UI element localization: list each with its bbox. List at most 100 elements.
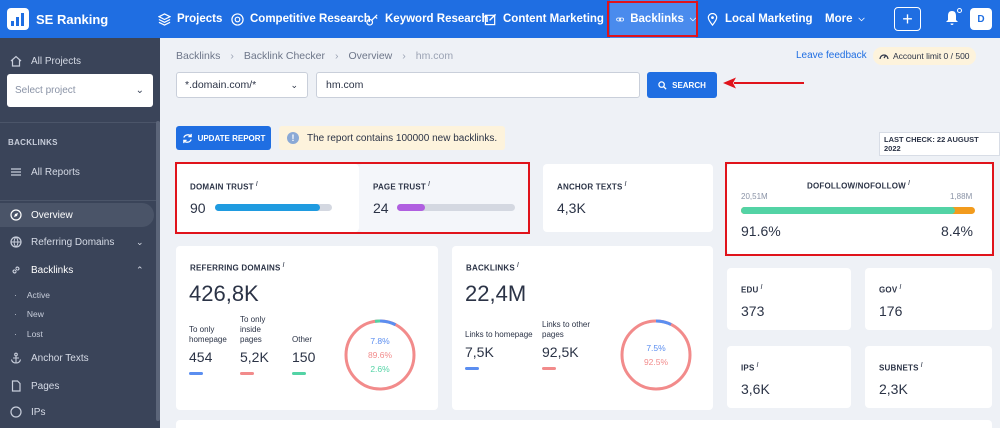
info-icon: i [427,181,431,188]
dofollow-card: DOFOLLOW/NOFOLLOW i 20,51M 1,88M 91.6% 8.… [727,164,992,254]
sidebar-item-anchor-texts[interactable]: Anchor Texts [0,351,160,365]
project-select[interactable]: Select project ⌄ [7,74,153,107]
page-trust-bar [397,204,515,211]
breadcrumb-backlinks[interactable]: Backlinks [176,50,221,62]
ips-value: 3,6K [741,381,770,397]
nav-content-marketing[interactable]: Content Marketing ⌵ [484,0,616,38]
sidebar-item-all-projects[interactable]: All Projects [0,54,160,68]
sidebar: All Projects Select project ⌄ BACKLINKS … [0,38,160,428]
target-icon [231,12,244,26]
donut-label-green: 2.6% [370,364,390,374]
legend-dash-red [542,367,556,370]
nofollow-percent: 8.4% [941,223,973,239]
breadcrumb: Backlinks › Backlink Checker › Overview … [176,50,453,62]
breadcrumb-backlink-checker[interactable]: Backlink Checker [243,50,325,62]
annotation-arrow [723,77,804,89]
anchor-icon [10,352,22,364]
chevron-down-icon: ⌄ [136,236,144,247]
breadcrumb-separator: › [402,50,406,62]
add-button[interactable]: + [894,7,921,31]
chevron-down-icon: ⌄ [135,85,144,96]
domain-mode-select[interactable]: *.domain.com/* ⌄ [176,72,308,98]
link-icon [616,17,625,21]
legend-dash-green [292,372,306,375]
nav-projects[interactable]: Projects [158,0,222,38]
sidebar-item-pages[interactable]: Pages [0,379,160,393]
chevron-down-icon: ⌵ [689,14,696,23]
search-button[interactable]: SEARCH [647,72,717,98]
sidebar-scrollbar[interactable] [156,121,160,421]
page-trust-bar-fill [397,204,426,211]
account-limit-badge: Account limit 0 / 500 [873,47,976,65]
brand-name: SE Ranking [36,11,109,27]
backlinks-donut: 7.5% 92.5% [620,319,692,391]
globe-icon [10,236,22,248]
sidebar-item-overview[interactable]: Overview [0,203,154,227]
legend-dash-blue [465,367,479,370]
donut-label-red: 89.6% [368,350,393,360]
breadcrumb-current: hm.com [415,50,454,62]
breadcrumb-separator: › [334,50,339,62]
edit-icon [484,13,497,25]
sidebar-item-ips[interactable]: IPs [0,405,160,419]
breadcrumb-overview[interactable]: Overview [348,50,393,62]
sidebar-item-referring-domains[interactable]: Referring Domains ⌄ [0,235,160,249]
domain-trust-bar-fill [215,204,321,211]
dofollow-bar [741,207,975,214]
domain-trust-card: DOMAIN TRUST i 90 [176,164,359,232]
sidebar-subitem-active[interactable]: · Active [14,290,50,300]
backlinks-highlight-frame [607,1,698,37]
other-links-value: 92,5K [542,344,579,360]
sidebar-subitem-lost[interactable]: · Lost [14,329,43,339]
info-icon: i [756,362,759,369]
backlinks-value: 22,4M [465,281,527,306]
lightbulb-icon: ! [287,132,299,144]
user-avatar[interactable]: D [970,8,992,30]
referring-domains-value: 426,8K [189,281,259,306]
brand-logo[interactable]: SE Ranking [7,8,108,30]
key-icon [366,13,378,26]
compass-icon [10,209,22,221]
plus-icon: + [902,8,913,29]
last-check-badge: LAST CHECK: 22 AUGUST 2022 [879,132,1000,156]
donut-label-blue: 7.5% [646,343,666,353]
legend-dash-red [240,372,254,375]
logo-icon [7,8,29,30]
bell-icon[interactable] [945,10,959,26]
nav-backlinks[interactable]: Backlinks ⌵ [610,0,696,38]
nav-keyword-research[interactable]: Keyword Research [366,0,489,38]
nav-more[interactable]: More ⌵ [825,13,865,25]
leave-feedback-link[interactable]: Leave feedback [796,50,867,61]
info-icon: i [624,181,627,188]
update-report-button[interactable]: UPDATE REPORT [176,126,271,150]
new-backlinks-notice: ! The report contains 100000 new backlin… [279,126,506,150]
sidebar-subitem-new[interactable]: · New [14,309,44,319]
sidebar-item-backlinks[interactable]: Backlinks ⌃ [0,263,160,277]
sidebar-divider [0,200,160,201]
anchor-texts-card: ANCHOR TEXTS i 4,3K [543,164,713,232]
ips-card: IPS i 3,6K [727,346,851,408]
referring-domains-donut: 7.8% 89.6% 2.6% [344,319,416,391]
info-icon: i [899,284,902,291]
page-trust-value: 24 [373,200,389,216]
info-icon: i [907,180,911,187]
trust-highlight-frame [175,162,530,234]
notification-dot [957,8,962,13]
gov-card: GOV i 176 [865,268,992,330]
chevron-up-icon: ⌃ [136,264,144,275]
sidebar-divider [0,122,160,123]
domain-search-input[interactable]: hm.com [316,72,640,98]
page-icon [11,380,21,392]
anchor-texts-value: 4,3K [557,200,586,216]
sidebar-item-all-reports[interactable]: All Reports [0,165,160,179]
chevron-down-icon: ⌵ [858,14,865,23]
link-icon [12,266,20,274]
page-trust-card: PAGE TRUST i 24 [359,164,529,232]
nav-competitive-research[interactable]: Competitive Research [231,0,371,38]
info-icon: i [760,284,763,291]
top-navigation-bar: SE Ranking Projects Competitive Research… [0,0,1000,38]
info-icon: i [920,362,923,369]
nav-local-marketing[interactable]: Local Marketing [706,0,813,38]
gauge-icon [879,54,889,60]
homepage-domains-value: 454 [189,349,213,365]
